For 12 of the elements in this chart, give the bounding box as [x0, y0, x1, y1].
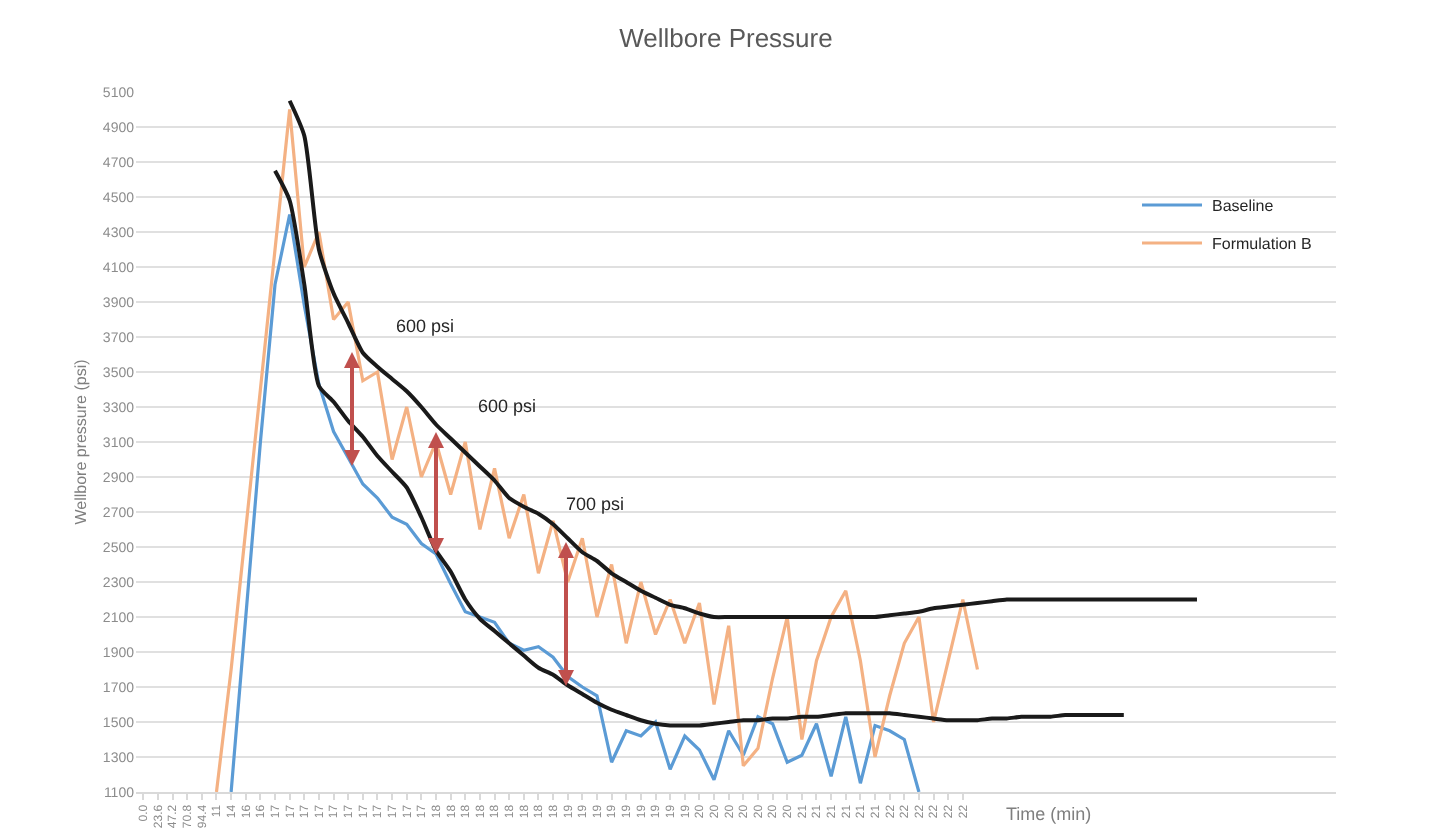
- line-series: [214, 107, 980, 792]
- y-axis-title: Wellbore pressure (psi): [72, 358, 91, 525]
- annotation: 700 psi: [566, 494, 625, 514]
- annotation: 600 psi: [396, 316, 455, 336]
- x-axis-title: Time (min): [1006, 804, 1092, 824]
- annotation: 600 psi: [478, 396, 537, 416]
- chart-title: Wellbore Pressure: [619, 23, 833, 54]
- legend-label: Formulation B: [1212, 235, 1312, 254]
- line-series: [229, 212, 921, 792]
- line-series: [273, 168, 1126, 728]
- legend-label: Baseline: [1212, 197, 1275, 216]
- line-series: [287, 98, 1199, 620]
